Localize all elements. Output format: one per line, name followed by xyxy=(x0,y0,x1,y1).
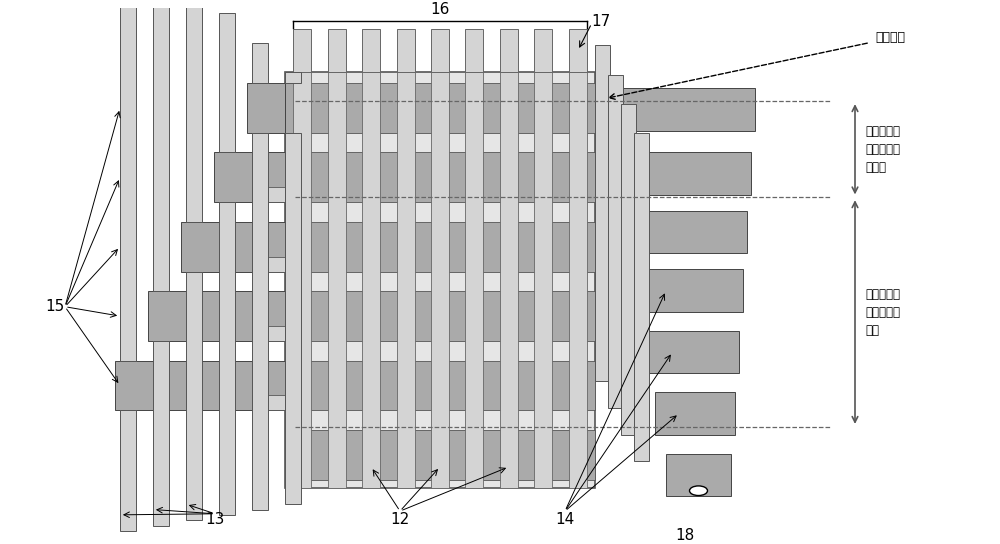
Bar xyxy=(621,104,636,435)
Bar xyxy=(252,133,268,510)
Bar xyxy=(285,72,595,488)
Bar xyxy=(500,72,518,488)
Text: 17: 17 xyxy=(592,14,611,29)
Bar xyxy=(219,202,235,515)
Bar xyxy=(611,152,751,195)
Bar xyxy=(633,269,743,312)
Text: 16: 16 xyxy=(430,2,450,17)
Bar xyxy=(293,72,311,488)
Text: 13: 13 xyxy=(205,511,225,527)
Bar xyxy=(214,152,285,202)
Bar xyxy=(293,29,311,72)
Text: 本发明中更
宽的字线连
接区域: 本发明中更 宽的字线连 接区域 xyxy=(865,125,900,174)
Bar xyxy=(252,187,285,202)
Bar xyxy=(148,291,285,341)
Text: 12: 12 xyxy=(390,511,410,527)
Bar xyxy=(247,83,285,133)
Bar xyxy=(153,0,169,291)
Bar xyxy=(285,361,595,411)
Bar xyxy=(600,88,755,131)
Bar xyxy=(534,29,552,72)
Bar xyxy=(569,29,587,72)
Bar xyxy=(362,72,380,488)
Bar xyxy=(285,430,595,480)
Bar xyxy=(285,291,595,341)
Bar xyxy=(431,29,449,72)
Bar xyxy=(186,271,202,520)
Text: 15: 15 xyxy=(45,299,65,314)
Text: 常见存储结
构字线布线
范围: 常见存储结 构字线布线 范围 xyxy=(865,288,900,337)
Bar xyxy=(219,13,235,152)
Bar xyxy=(120,411,136,531)
Bar xyxy=(285,83,595,133)
Bar xyxy=(120,0,136,361)
Bar xyxy=(252,257,285,271)
Bar xyxy=(153,341,169,526)
Bar xyxy=(362,29,380,72)
Bar xyxy=(655,392,735,435)
Bar xyxy=(186,0,202,222)
Bar xyxy=(181,222,285,271)
Text: 夹角可变: 夹角可变 xyxy=(875,30,905,44)
Bar xyxy=(644,331,739,373)
Bar xyxy=(431,72,449,488)
Bar xyxy=(285,72,301,83)
Bar xyxy=(569,72,587,488)
Bar xyxy=(622,211,747,254)
Circle shape xyxy=(689,486,707,496)
Text: 18: 18 xyxy=(675,528,695,542)
Bar xyxy=(465,29,483,72)
Bar xyxy=(252,326,285,341)
Bar xyxy=(397,29,415,72)
Bar xyxy=(666,454,731,496)
Bar xyxy=(534,72,552,488)
Bar xyxy=(465,72,483,488)
Bar xyxy=(500,29,518,72)
Bar xyxy=(115,361,285,411)
Bar xyxy=(328,72,346,488)
Bar xyxy=(595,45,610,381)
Bar xyxy=(634,133,649,461)
Bar xyxy=(328,29,346,72)
Bar xyxy=(285,133,301,504)
Bar xyxy=(285,222,595,271)
Bar xyxy=(397,72,415,488)
Bar xyxy=(252,395,285,411)
Bar xyxy=(608,75,623,408)
Bar xyxy=(252,42,268,83)
Bar xyxy=(285,152,595,202)
Text: 14: 14 xyxy=(555,511,575,527)
